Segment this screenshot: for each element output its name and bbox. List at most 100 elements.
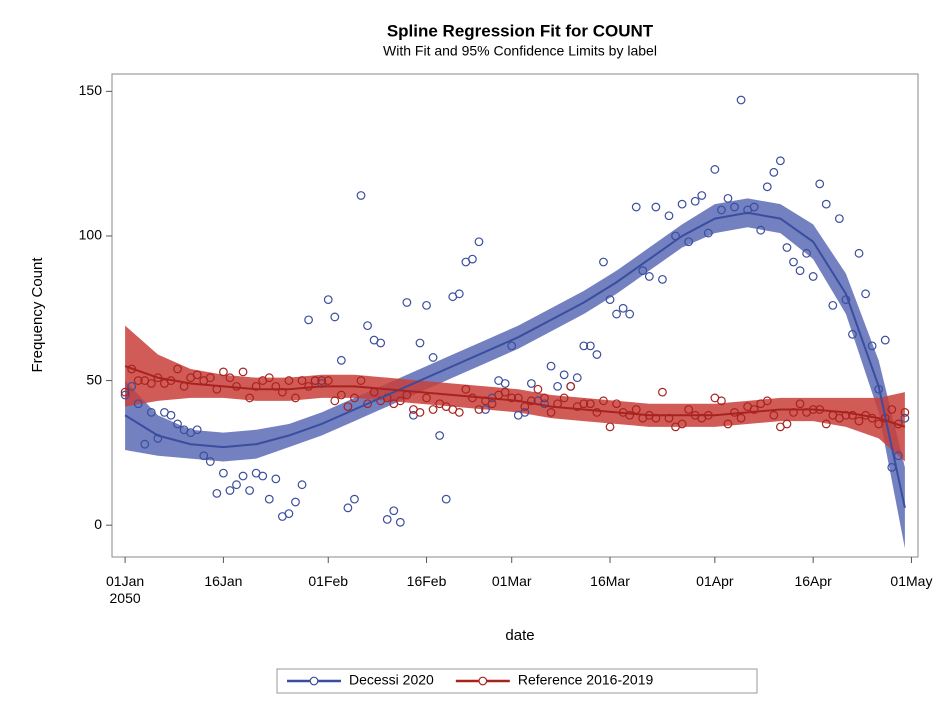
data-point [402,298,412,307]
data-point [415,338,425,348]
data-point [834,214,844,224]
data-point [382,515,392,524]
data-point [749,405,759,414]
legend-box [276,668,758,694]
data-point [232,480,241,490]
x-tick-label: 16Apr [794,573,832,589]
chart-subtitle: With Fit and 95% Confidence Limits by la… [383,43,657,59]
data-point [730,202,739,212]
data-point [625,410,635,420]
data-point [336,390,346,400]
legend-marker [478,676,488,686]
data-point [395,517,405,527]
data-point [599,257,608,267]
data-point [133,376,143,385]
data-point [540,399,549,409]
data-point [867,341,877,351]
data-point [605,422,615,432]
data-point [572,373,582,383]
data-point [612,309,621,319]
data-point [500,387,510,397]
data-point [461,384,471,394]
data-point [533,384,543,394]
data-point [585,341,595,351]
data-point [723,193,733,203]
data-point [225,373,235,383]
data-point [192,425,202,435]
data-point [343,402,353,412]
data-point [127,381,137,391]
data-point [441,494,451,504]
data-point [350,393,359,403]
data-point [900,413,910,423]
data-point [336,355,346,365]
data-point [415,407,425,417]
data-point [599,396,608,406]
chart-title: Spline Regression Fit for COUNT [387,21,654,40]
data-point [579,341,589,351]
data-point [526,396,536,406]
confidence-band [125,325,905,462]
data-point [717,205,726,215]
data-point [612,399,621,409]
data-point [205,373,215,383]
data-point [762,182,772,192]
data-point [245,486,255,495]
data-point [658,274,667,284]
data-point [173,419,182,429]
data-point [520,407,530,417]
data-point [363,321,372,331]
data-point [880,335,890,345]
data-point [848,410,857,420]
data-point [821,199,831,209]
x-tick-label: 01Jan 2050 [106,573,145,606]
data-point [887,405,897,414]
data-point [192,370,202,380]
data-point [428,405,438,414]
data-point [697,191,707,200]
data-point [854,416,864,426]
data-point [428,353,438,362]
data-point [500,379,510,388]
data-point [323,295,333,304]
data-point [271,474,281,484]
data-point [723,419,733,429]
data-point [900,407,910,417]
fit-line [124,211,906,509]
data-point [487,399,497,409]
data-point [592,407,602,417]
data-point [205,457,215,466]
data-point [284,376,294,385]
data-point [376,338,386,348]
data-point [795,266,805,276]
data-point [526,379,536,388]
data-point [481,405,490,414]
data-point [330,396,340,406]
legend-marker [309,676,319,686]
data-point [848,329,857,339]
x-tick-label: 16Jan [204,573,243,589]
data-point [651,202,661,212]
x-axis-label: date [505,627,534,644]
data-point [815,179,825,189]
data-point [245,393,255,403]
data-point [684,405,694,414]
data-point [861,289,870,299]
data-point [454,407,464,417]
data-point [592,350,602,359]
data-point [789,257,798,267]
data-point [710,165,720,174]
data-point [356,376,366,385]
data-point [821,419,831,429]
data-point [297,480,307,490]
data-point [775,156,785,166]
data-point [356,191,366,200]
data-point [828,300,838,310]
data-point [802,248,812,258]
data-point [677,419,687,429]
data-point [350,494,359,504]
data-point [284,509,294,519]
data-point [579,399,589,409]
data-point [644,272,654,281]
